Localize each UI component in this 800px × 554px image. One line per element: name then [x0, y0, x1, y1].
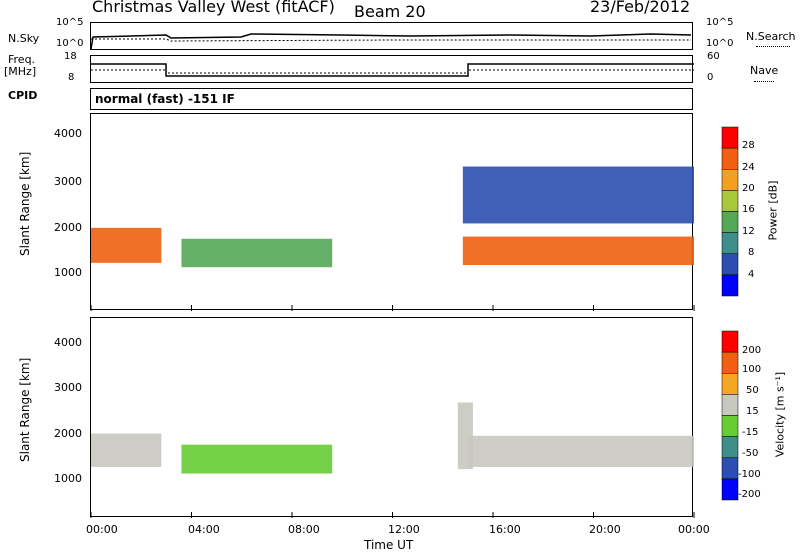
freq-label-line2: [MHz]: [4, 65, 37, 78]
velocity-ylabel: Slant Range [km]: [18, 357, 32, 462]
colorbar-swatch-1: [721, 351, 739, 374]
plot-title: Christmas Valley West (fitACF): [92, 0, 335, 16]
nave-label: Nave: [750, 64, 779, 77]
vel-cbar-tick-m50: -50: [742, 448, 759, 459]
freq-tick-low: 8: [68, 72, 75, 83]
colorbar-swatch-6: [721, 457, 739, 480]
colorbar-swatch-3: [721, 394, 739, 416]
xtick-0400: 04:00: [188, 523, 220, 536]
colorbar-swatch-7: [721, 478, 739, 501]
velocity-ytick-4000: 4000: [54, 336, 82, 349]
power-cbar-tick-24: 24: [742, 162, 755, 173]
xtick-0800: 08:00: [288, 523, 320, 536]
nave-trace: [91, 69, 694, 74]
power-cbar-tick-28: 28: [742, 140, 755, 151]
scatter-region-2: [462, 236, 694, 266]
vel-cbar-tick-100: 100: [742, 364, 762, 375]
vel-cbar-tick-m100: -100: [738, 469, 761, 480]
power-colorbar-swatches: [721, 126, 739, 297]
velocity-ytick-3000: 3000: [54, 381, 82, 394]
power-cbar-tick-16: 16: [742, 204, 755, 215]
scatter-region-3: [467, 435, 694, 467]
velocity-ytick-1000: 1000: [54, 472, 82, 485]
x-axis-label: Time UT: [364, 538, 414, 552]
power-ytick-4000: 4000: [54, 127, 82, 140]
power-ylabel: Slant Range [km]: [18, 151, 32, 256]
cpid-value: normal (fast) -151 IF: [95, 92, 235, 106]
frequency-traces: [91, 63, 694, 77]
freq-tick-high: 18: [64, 51, 77, 62]
power-ytick-1000: 1000: [54, 266, 82, 279]
colorbar-swatch-7: [721, 274, 739, 297]
velocity-ytick-2000: 2000: [54, 427, 82, 440]
n-sky-label: N.Sky: [8, 32, 40, 45]
noise-traces: [90, 33, 692, 50]
colorbar-swatch-4: [721, 415, 739, 437]
colorbar-swatch-1: [721, 147, 739, 170]
velocity-heatmap: [90, 402, 695, 518]
xtick-2400: 00:00: [678, 523, 710, 536]
colorbar-swatch-6: [721, 253, 739, 276]
colorbar-swatch-5: [721, 232, 739, 254]
xtick-0000: 00:00: [86, 523, 118, 536]
scatter-region-1: [181, 444, 333, 474]
colorbar-swatch-0: [721, 126, 739, 149]
date-label: 23/Feb/2012: [590, 0, 691, 16]
noise-panel: [90, 22, 693, 50]
colorbar-swatch-0: [721, 330, 739, 353]
power-cbar-tick-12: 12: [742, 226, 755, 237]
colorbar-swatch-2: [721, 373, 739, 395]
power-ytick-3000: 3000: [54, 175, 82, 188]
scatter-region-0: [91, 227, 162, 263]
n-sky-trace: [90, 33, 692, 50]
cpid-panel: normal (fast) -151 IF: [90, 88, 693, 110]
freq-label-line1: Freq.: [8, 53, 36, 66]
scatter-region-3: [462, 166, 694, 224]
xtick-1600: 16:00: [489, 523, 521, 536]
power-cbar-tick-4: 4: [748, 269, 755, 280]
vel-cbar-tick-50: 50: [746, 385, 759, 396]
beam-label: Beam 20: [354, 2, 426, 21]
cpid-label: CPID: [8, 89, 38, 102]
velocity-colorbar-swatches: [721, 330, 739, 501]
power-heatmap: [90, 166, 695, 311]
n-search-trace: [91, 38, 691, 42]
velocity-colorbar-label: Velocity [m s⁻¹]: [773, 371, 787, 458]
frequency-panel: [90, 55, 694, 83]
vel-cbar-tick-m15: -15: [742, 427, 759, 438]
power-colorbar: [721, 126, 739, 297]
nave-legend-line: [754, 81, 774, 82]
frequency-trace: [91, 63, 694, 77]
n-search-tick-low: 10^0: [706, 38, 734, 49]
velocity-colorbar: [721, 330, 739, 501]
colorbar-swatch-4: [721, 211, 739, 233]
n-search-legend-line: [756, 46, 790, 47]
power-panel: [90, 113, 695, 311]
vel-cbar-tick-200: 200: [742, 345, 762, 356]
xtick-2000: 20:00: [589, 523, 621, 536]
velocity-panel: [90, 317, 695, 518]
scatter-region-0: [91, 433, 162, 467]
n-sky-tick-high: 10^5: [56, 17, 84, 28]
power-cbar-tick-20: 20: [742, 183, 755, 194]
nave-tick-low: 0: [707, 72, 714, 83]
nave-tick-high: 60: [707, 51, 720, 62]
vel-cbar-tick-15: 15: [746, 406, 759, 417]
power-ytick-2000: 2000: [54, 221, 82, 234]
xtick-1200: 12:00: [388, 523, 420, 536]
n-search-tick-high: 10^5: [706, 17, 734, 28]
power-cbar-tick-8: 8: [748, 247, 755, 258]
n-search-label: N.Search: [746, 30, 796, 43]
scatter-region-1: [181, 238, 333, 268]
power-colorbar-label: Power [dB]: [766, 180, 780, 241]
colorbar-swatch-2: [721, 169, 739, 191]
vel-cbar-tick-m200: -200: [738, 489, 761, 500]
n-sky-tick-low: 10^0: [56, 38, 84, 49]
colorbar-swatch-3: [721, 190, 739, 212]
colorbar-swatch-5: [721, 436, 739, 458]
